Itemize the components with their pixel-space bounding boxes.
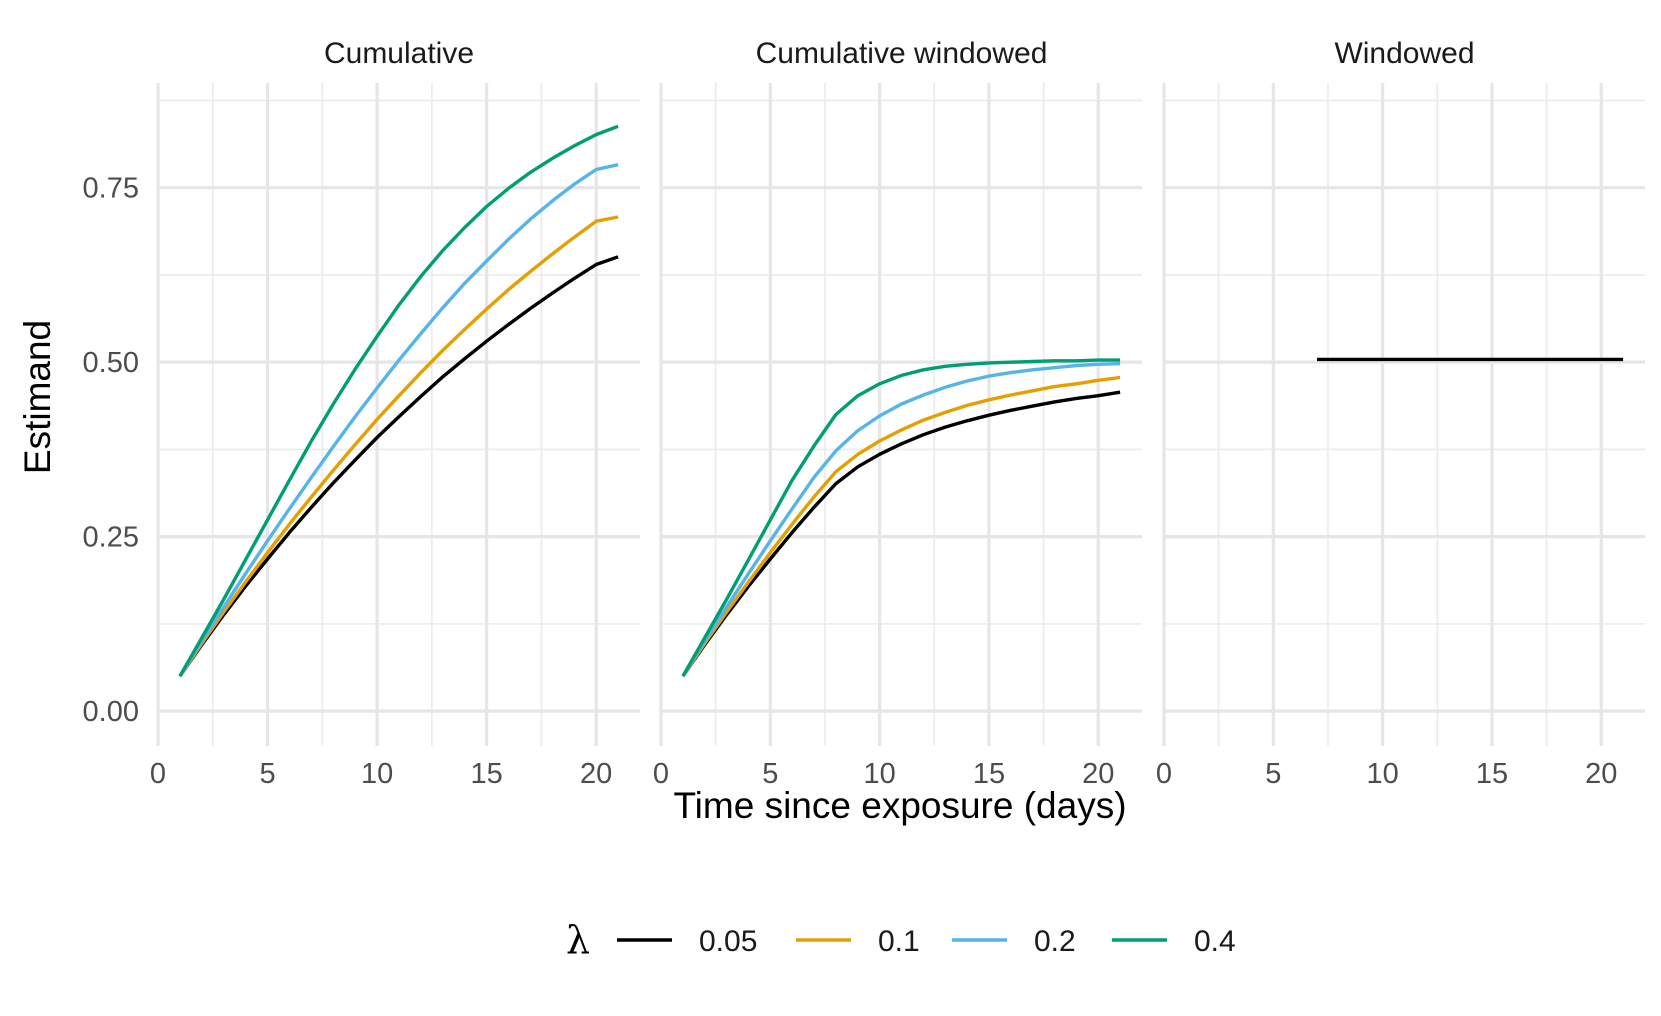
x-tick-label: 20	[1082, 758, 1114, 790]
x-tick-label: 15	[973, 758, 1005, 790]
x-tick-label: 0	[1156, 758, 1172, 790]
x-tick-label: 5	[259, 758, 275, 790]
legend-item: 0.1	[796, 925, 920, 958]
x-tick-label: 10	[1367, 758, 1399, 790]
panel-1: Cumulative 0 5 10 15 20 0.00 0.25 0.50 0.75	[83, 37, 640, 790]
x-tick-label: 20	[1585, 758, 1617, 790]
x-tick-label: 5	[1265, 758, 1281, 790]
series-line-0.4	[681, 358, 1121, 678]
legend-item: 0.2	[952, 925, 1076, 958]
series-line-0.05	[681, 390, 1121, 678]
y-tick-label: 0.25	[83, 522, 139, 554]
y-axis-title: Estimand	[17, 320, 58, 474]
x-tick-label: 10	[361, 758, 393, 790]
series-line-0.1	[681, 375, 1121, 678]
series-line-0.05	[178, 255, 619, 678]
panel-3: Windowed 0 5 10 15 20	[1156, 37, 1645, 790]
panel-2: Cumulative windowed 0 5 10 15 20	[653, 37, 1142, 790]
y-tick-label: 0.50	[83, 347, 139, 379]
x-tick-label: 10	[864, 758, 896, 790]
x-tick-label: 0	[150, 758, 166, 790]
legend-label: 0.4	[1194, 925, 1236, 958]
legend-item: 0.05	[617, 925, 757, 958]
series-line-0.2	[681, 361, 1121, 678]
y-tick-label: 0.00	[83, 696, 139, 728]
legend-label: 0.05	[699, 925, 757, 958]
legend-item: 0.4	[1112, 925, 1236, 958]
x-tick-label: 15	[1476, 758, 1508, 790]
x-tick-label: 0	[653, 758, 669, 790]
panel-title: Windowed	[1334, 37, 1474, 70]
legend-label: 0.1	[878, 925, 920, 958]
x-tick-label: 20	[580, 758, 612, 790]
legend-label: 0.2	[1034, 925, 1076, 958]
x-tick-label: 5	[762, 758, 778, 790]
series-line-0.2	[178, 163, 619, 678]
series-line-0.1	[178, 215, 619, 678]
panel-title: Cumulative windowed	[756, 37, 1048, 70]
legend: λ 0.05 0.1 0.2 0.4	[566, 918, 1236, 962]
series-line-0.4	[178, 124, 619, 678]
x-axis-title: Time since exposure (days)	[673, 785, 1126, 826]
legend-title: λ	[566, 918, 590, 962]
x-tick-label: 15	[471, 758, 503, 790]
y-tick-label: 0.75	[83, 173, 139, 205]
panel-title: Cumulative	[324, 37, 474, 70]
